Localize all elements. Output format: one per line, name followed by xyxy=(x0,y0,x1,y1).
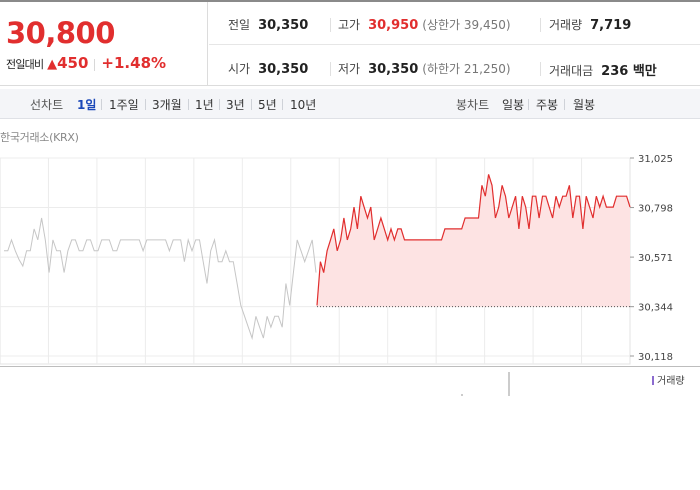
stat-value: 30,350 xyxy=(258,18,309,33)
up-triangle-icon: ▲ xyxy=(47,57,58,72)
stat-label: 거래량 xyxy=(549,18,583,32)
divider xyxy=(188,99,189,110)
volume-swatch-icon xyxy=(652,376,654,385)
tab-monthly-candle[interactable]: 월봉 xyxy=(573,98,596,112)
stat-value: 30,350 xyxy=(368,62,419,77)
period-tab-bar: 선차트 1일 1주일 3개월 1년 3년 5년 10년 봉차트 일봉 주봉 월봉 xyxy=(0,89,700,119)
stat-value: 7,719 xyxy=(590,18,632,33)
y-tick-label: 30,344 xyxy=(638,303,673,314)
volume-panel-guides xyxy=(461,372,510,396)
price-summary: 30,800 전일대비 ▲450 +1.48% xyxy=(0,2,208,86)
divider xyxy=(209,44,700,45)
volume-panel xyxy=(0,366,700,396)
divider xyxy=(330,18,331,32)
tab-10-years[interactable]: 10년 xyxy=(290,98,317,112)
stat-value: 236 백만 xyxy=(601,64,657,79)
price-chart[interactable]: 31,025 30,798 30,571 30,344 30,118 xyxy=(0,120,700,366)
gridlines xyxy=(0,157,630,364)
volume-legend: 거래량 xyxy=(652,372,685,387)
change-label: 전일대비 xyxy=(6,58,44,71)
up-fill-area xyxy=(317,174,630,307)
divider xyxy=(94,58,96,71)
tab-5-years[interactable]: 5년 xyxy=(258,98,277,112)
change-value: 450 xyxy=(57,54,89,72)
divider xyxy=(251,99,252,110)
change-percent: +1.48% xyxy=(101,54,167,72)
tab-1-day[interactable]: 1일 xyxy=(77,98,97,112)
tab-3-years[interactable]: 3년 xyxy=(226,98,245,112)
stat-open: 시가 30,350 xyxy=(228,60,308,77)
volume-legend-label: 거래량 xyxy=(657,376,685,387)
tab-1-week[interactable]: 1주일 xyxy=(109,98,139,112)
prior-price-line xyxy=(4,217,317,341)
stat-limit: (상한가 39,450) xyxy=(422,18,511,32)
current-price: 30,800 xyxy=(6,16,115,50)
stat-value: 30,350 xyxy=(258,62,309,77)
stat-label: 저가 xyxy=(338,62,361,76)
y-tick-label: 30,798 xyxy=(638,204,673,215)
tab-3-months[interactable]: 3개월 xyxy=(152,98,182,112)
tab-weekly-candle[interactable]: 주봉 xyxy=(536,98,559,112)
line-chart-label: 선차트 xyxy=(30,98,64,112)
stat-limit: (하한가 21,250) xyxy=(422,62,511,76)
divider xyxy=(540,18,541,32)
y-tick-label: 30,571 xyxy=(638,253,673,264)
candle-chart-label: 봉차트 xyxy=(456,98,490,112)
stat-label: 시가 xyxy=(228,62,251,76)
y-tick-label: 31,025 xyxy=(638,154,673,165)
divider xyxy=(219,99,220,110)
divider xyxy=(540,62,541,76)
stat-volume: 거래량 7,719 xyxy=(549,16,631,33)
divider xyxy=(101,99,102,110)
divider xyxy=(564,99,565,110)
divider xyxy=(282,99,283,110)
exchange-label: 한국거래소(KRX) xyxy=(0,131,79,144)
divider xyxy=(528,99,529,110)
change-row: 전일대비 ▲450 +1.48% xyxy=(6,54,166,72)
stat-high: 고가 30,950 (상한가 39,450) xyxy=(338,16,511,33)
intraday-price-line xyxy=(316,174,631,306)
stat-label: 고가 xyxy=(338,18,361,32)
stat-amount: 거래대금 236 백만 xyxy=(549,60,657,79)
tab-daily-candle[interactable]: 일봉 xyxy=(502,98,525,112)
stat-low: 저가 30,350 (하한가 21,250) xyxy=(338,60,511,77)
stat-value: 30,950 xyxy=(368,18,419,33)
tab-1-year[interactable]: 1년 xyxy=(195,98,214,112)
divider xyxy=(145,99,146,110)
divider xyxy=(330,62,331,76)
quote-panel: 30,800 전일대비 ▲450 +1.48% 전일 30,350 고가 30,950… xyxy=(0,0,700,86)
stat-prev-close: 전일 30,350 xyxy=(228,16,308,33)
stat-label: 거래대금 xyxy=(549,64,594,78)
y-tick-label: 30,118 xyxy=(638,352,673,363)
stat-label: 전일 xyxy=(228,18,251,32)
y-axis: 31,025 30,798 30,571 30,344 30,118 xyxy=(630,154,673,363)
